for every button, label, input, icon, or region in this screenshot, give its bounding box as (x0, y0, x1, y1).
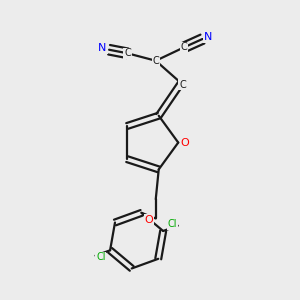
Text: Cl: Cl (96, 252, 106, 262)
Text: C: C (124, 48, 131, 58)
Text: O: O (145, 215, 154, 225)
Text: C: C (179, 80, 186, 89)
Text: C: C (152, 56, 159, 66)
Text: Cl: Cl (168, 219, 177, 229)
Text: N: N (204, 32, 212, 42)
Text: O: O (180, 138, 189, 148)
Text: C: C (181, 42, 188, 52)
Text: N: N (98, 43, 107, 53)
